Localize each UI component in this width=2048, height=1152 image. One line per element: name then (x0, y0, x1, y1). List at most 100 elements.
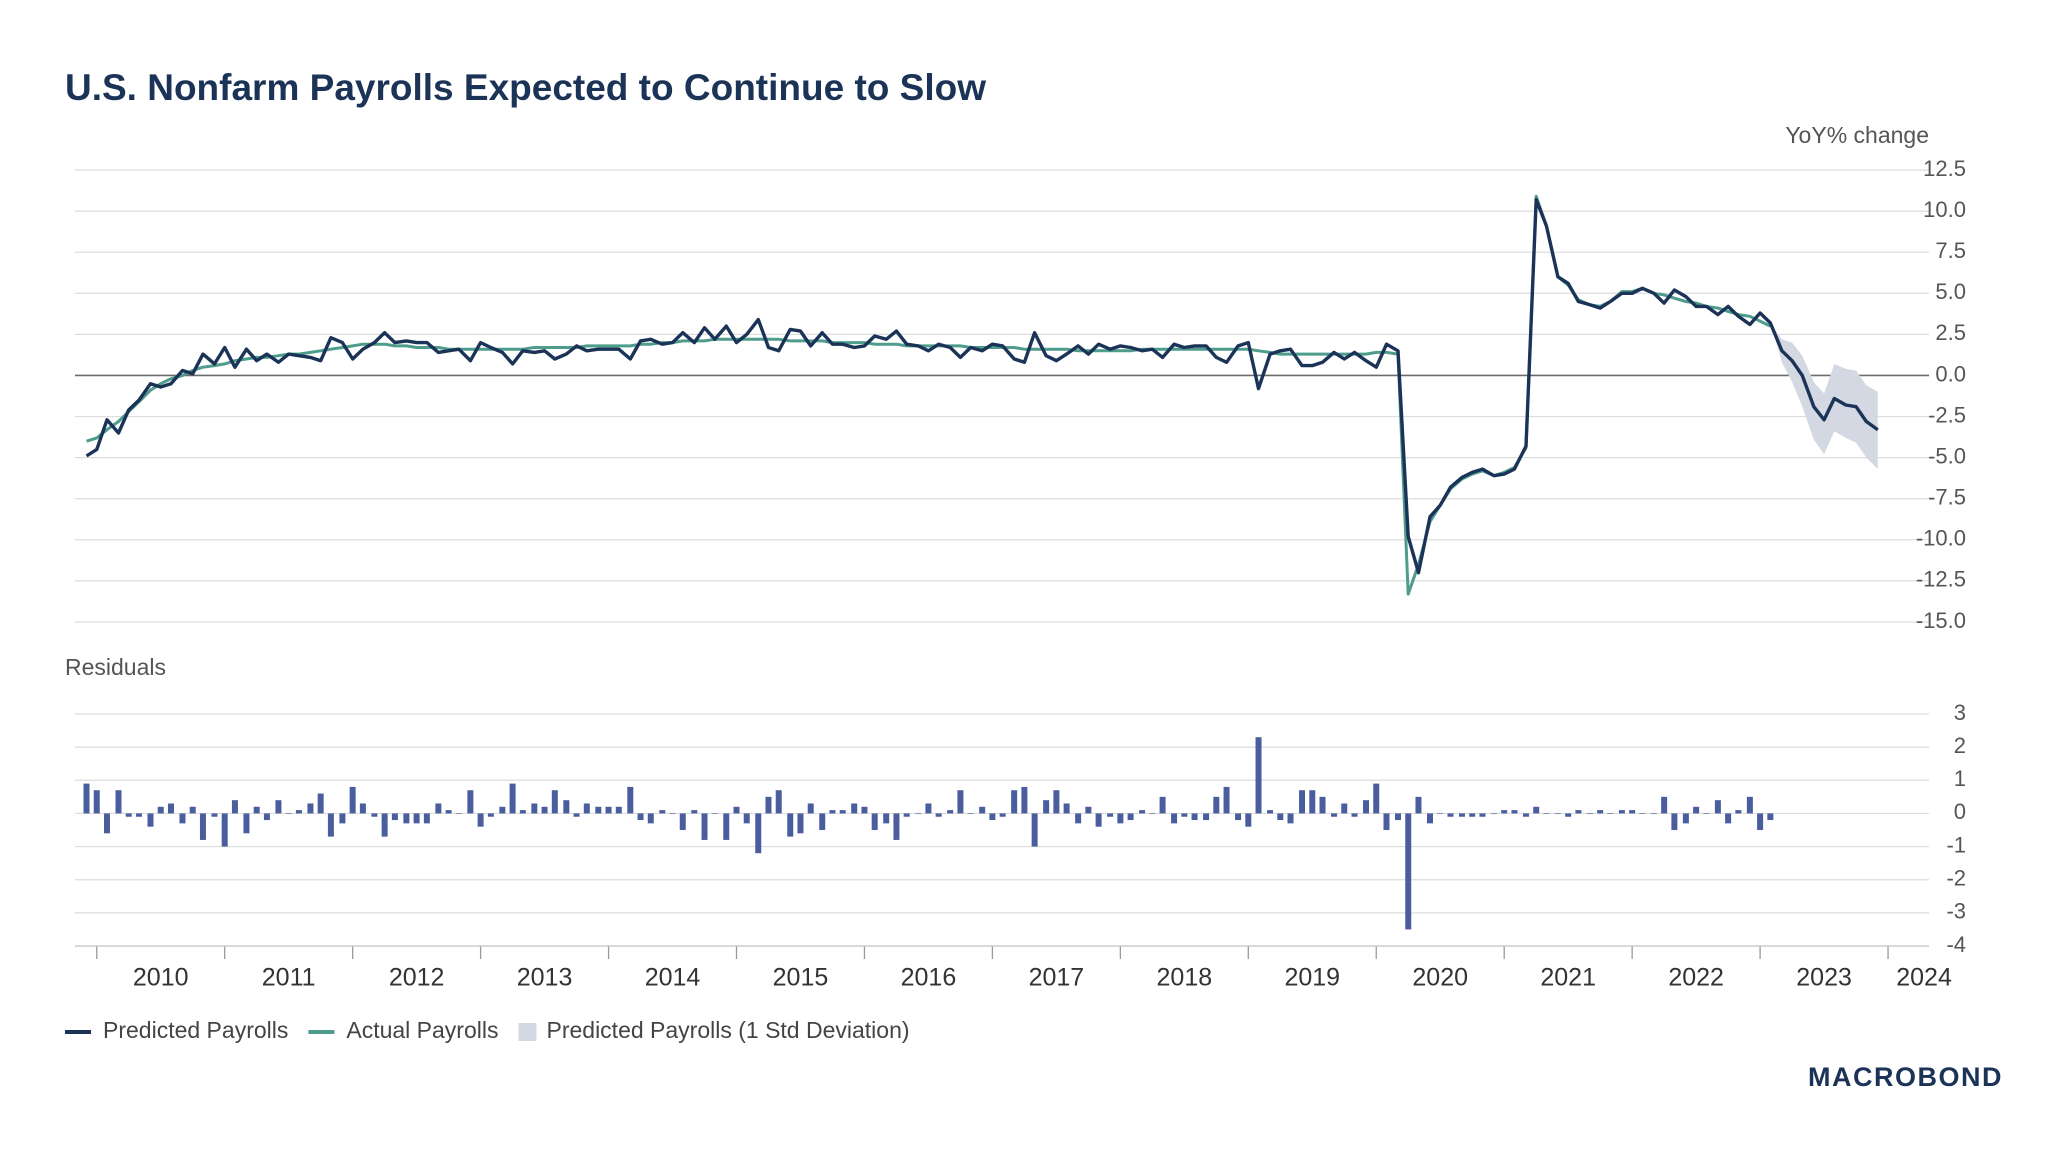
bar (1511, 810, 1518, 814)
bar (679, 813, 686, 830)
bar (819, 813, 826, 830)
legend-swatch (518, 1023, 537, 1041)
bar (1586, 813, 1593, 815)
bar (1181, 813, 1188, 817)
bar (1331, 813, 1338, 817)
bar (637, 813, 644, 821)
y-tick-label: 3 (1954, 700, 1966, 725)
bar (1426, 813, 1433, 824)
bar (167, 803, 174, 814)
bar (1575, 810, 1582, 814)
chart-title: U.S. Nonfarm Payrolls Expected to Contin… (65, 67, 986, 108)
bar (1299, 790, 1306, 814)
bar (583, 803, 590, 814)
bar (743, 813, 750, 824)
bar (327, 813, 334, 837)
bar (541, 806, 548, 814)
y-tick-label: 0 (1954, 799, 1966, 824)
bar (1395, 813, 1402, 821)
bar (1469, 813, 1476, 817)
bar (947, 810, 954, 814)
legend-label: Predicted Payrolls (103, 1017, 288, 1043)
x-tick-label: 2022 (1668, 964, 1724, 992)
bar (839, 810, 846, 814)
bar (1767, 813, 1774, 821)
bar (275, 800, 282, 814)
bar (861, 806, 868, 814)
bar (1405, 813, 1412, 930)
bar (1693, 806, 1700, 814)
bar (1319, 796, 1326, 814)
bar (1682, 813, 1689, 824)
bar (221, 813, 228, 847)
bar (1415, 796, 1422, 814)
bar (627, 786, 634, 814)
bar (349, 786, 356, 814)
bar (1075, 813, 1082, 824)
bar (499, 806, 506, 814)
bar (615, 806, 622, 814)
bar (519, 810, 526, 814)
bar (1117, 813, 1124, 824)
bar (829, 810, 836, 814)
y-tick-label: 5.0 (1935, 279, 1966, 304)
bar (1490, 813, 1497, 815)
bar (1714, 800, 1721, 814)
bar (1735, 810, 1742, 814)
bar (1191, 813, 1198, 821)
x-tick-label: 2012 (389, 964, 445, 992)
bar (1255, 737, 1262, 814)
bar (807, 803, 814, 814)
bar (605, 806, 612, 814)
bar (1671, 813, 1678, 830)
bar (1309, 790, 1316, 814)
bar (755, 813, 762, 854)
bar (989, 813, 996, 821)
bar (1149, 813, 1156, 815)
bar (1565, 813, 1572, 817)
bar (733, 806, 740, 814)
bar (1107, 813, 1114, 817)
bar (659, 810, 666, 814)
band-area (1770, 322, 1878, 470)
bar (787, 813, 794, 837)
bar (243, 813, 250, 834)
bar (1522, 813, 1529, 817)
bar (1703, 813, 1710, 815)
bar (1245, 813, 1252, 827)
bar (1267, 810, 1274, 814)
bar (1533, 806, 1540, 814)
bar (403, 813, 410, 824)
legend-label: Actual Payrolls (346, 1017, 498, 1043)
bar (1139, 810, 1146, 814)
bar (1287, 813, 1294, 824)
bar (339, 813, 346, 824)
bar (701, 813, 708, 840)
bar (595, 806, 602, 814)
y-tick-label: -7.5 (1928, 485, 1966, 510)
y-tick-label: -2 (1946, 866, 1966, 891)
bar (93, 790, 100, 814)
bar (381, 813, 388, 837)
x-tick-label: 2013 (517, 964, 573, 992)
bar (691, 810, 698, 814)
bar (467, 790, 474, 814)
y-tick-label: 7.5 (1935, 238, 1966, 263)
y-tick-label: -1 (1946, 832, 1966, 857)
y-tick-label: 12.5 (1923, 156, 1966, 181)
bar (1063, 803, 1070, 814)
x-tick-label: 2024 (1896, 964, 1952, 992)
bar (295, 810, 302, 814)
bar (435, 803, 442, 814)
y-tick-label: -4 (1946, 932, 1966, 957)
bar (83, 783, 90, 814)
bar (231, 800, 238, 814)
bar (1043, 800, 1050, 814)
bar (1597, 810, 1604, 814)
bar (307, 803, 314, 814)
bar (1554, 813, 1561, 815)
bar (317, 793, 324, 814)
bar (551, 790, 558, 814)
